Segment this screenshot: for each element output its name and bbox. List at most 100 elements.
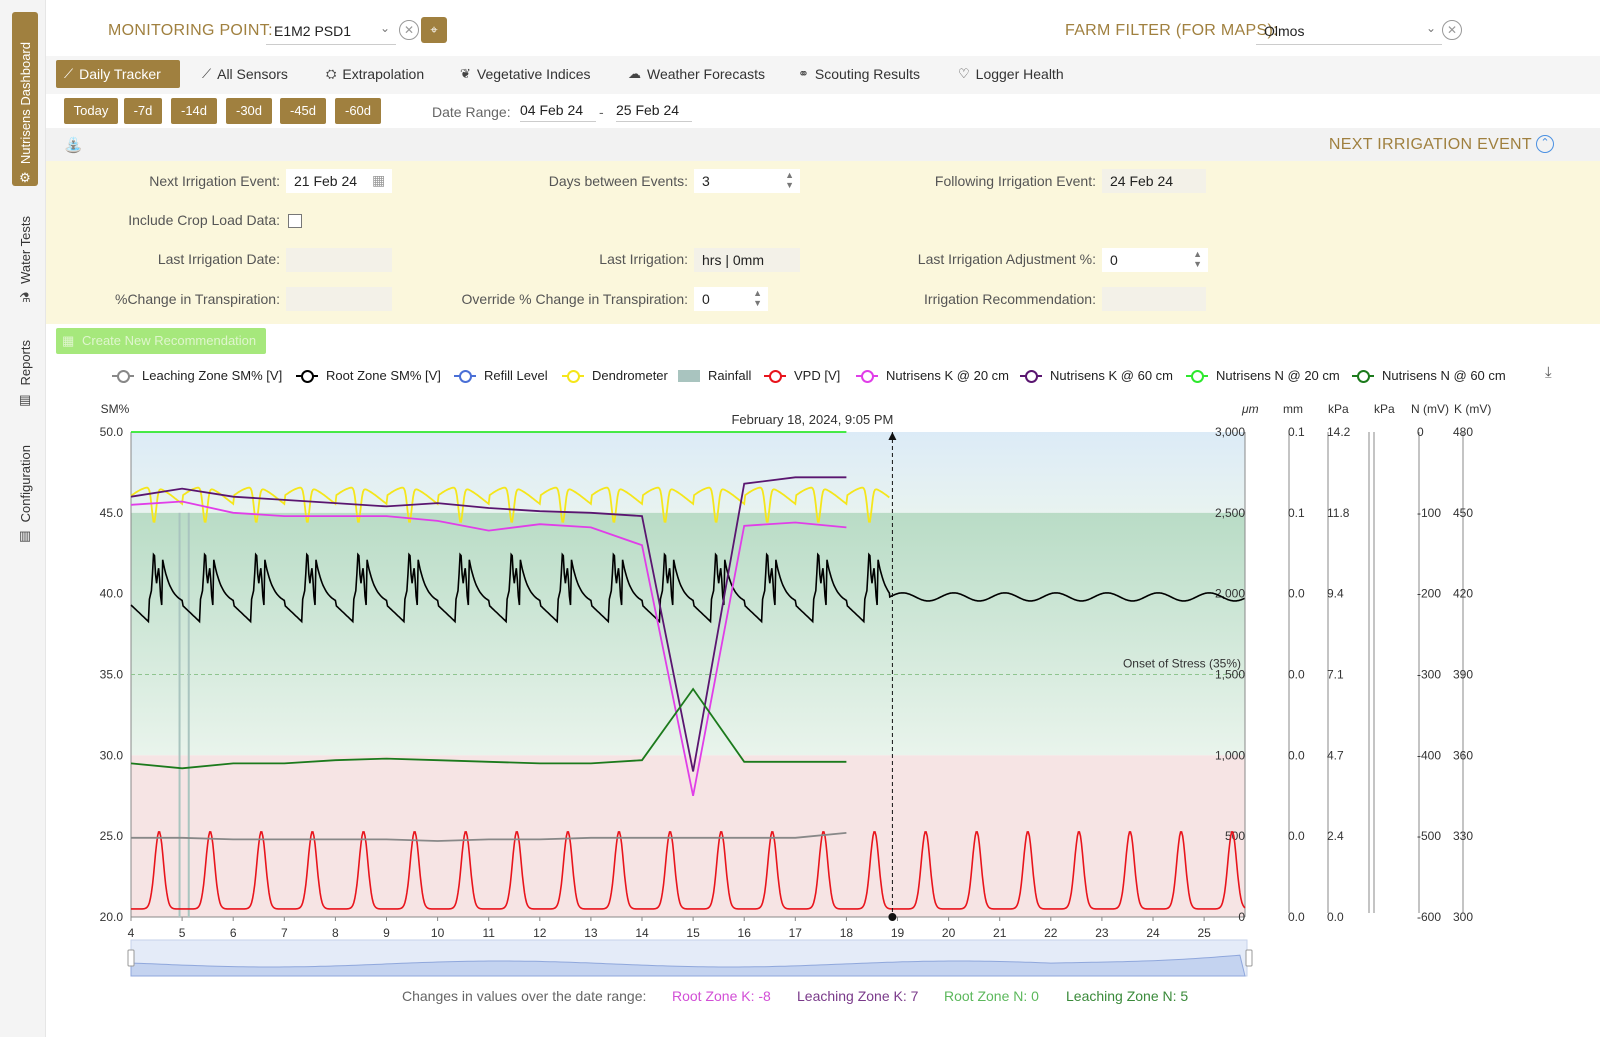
date-range-bar: Today -7d -14d -30d -45d -60d Date Range… xyxy=(46,94,1600,128)
legend-item[interactable]: Dendrometer xyxy=(562,368,668,383)
right-tick-label: 4.7 xyxy=(1327,748,1344,762)
next-irrigation-input[interactable]: 21 Feb 24 xyxy=(286,169,392,193)
chevron-down-icon: ⌄ xyxy=(379,21,390,35)
series-line-nutrisens-k-20-cm xyxy=(130,500,847,796)
right-tick-label: 0.0 xyxy=(1288,748,1305,762)
crop-load-label: Include Crop Load Data: xyxy=(128,212,280,228)
map-pin-icon[interactable]: ⌖ xyxy=(421,17,447,43)
range-7d-button[interactable]: -7d xyxy=(124,98,162,124)
cloud-icon: ☁ xyxy=(628,66,641,81)
date-to-input[interactable]: 25 Feb 24 xyxy=(616,102,692,122)
chart-line-icon: ⟋ xyxy=(64,66,74,81)
legend-item[interactable]: Refill Level xyxy=(454,368,548,383)
right-tick-label: 0 xyxy=(1417,425,1424,439)
range-today-button[interactable]: Today xyxy=(64,98,118,124)
range-45d-button[interactable]: -45d xyxy=(280,98,326,124)
right-axis-unit: kPa xyxy=(1328,402,1349,416)
tab-label: Extrapolation xyxy=(342,66,425,82)
tab-all-sensors[interactable]: ⟋ All Sensors xyxy=(194,60,296,88)
legend-item[interactable]: Nutrisens K @ 60 cm xyxy=(1020,368,1173,383)
report-icon: ▤ xyxy=(18,392,32,407)
x-tick-label: 12 xyxy=(533,926,547,940)
right-tick-label: 300 xyxy=(1453,910,1473,924)
range-14d-button[interactable]: -14d xyxy=(171,98,217,124)
crop-load-checkbox[interactable] xyxy=(288,214,302,228)
legend-label: VPD [V] xyxy=(794,368,841,383)
date-range-separator: - xyxy=(599,104,604,120)
tab-vegetative-indices[interactable]: ❦ Vegetative Indices xyxy=(452,60,599,88)
tab-extrapolation[interactable]: ⛭ Extrapolation xyxy=(318,60,432,88)
nav-label: Configuration xyxy=(17,444,33,522)
tab-weather-forecasts[interactable]: ☁ Weather Forecasts xyxy=(620,60,773,88)
x-tick-label: 8 xyxy=(332,926,339,940)
right-tick-label: 0.1 xyxy=(1288,425,1305,439)
clear-farm-filter-icon[interactable]: ✕ xyxy=(1442,20,1462,40)
stepper-icon[interactable]: ▲ ▼ xyxy=(785,170,794,190)
legend-marker-icon xyxy=(856,369,878,383)
chevron-up-icon[interactable]: ⌃ xyxy=(1536,135,1554,153)
leaching-zone-k-change: Leaching Zone K: 7 xyxy=(797,988,919,1004)
range-60d-button[interactable]: -60d xyxy=(335,98,381,124)
legend-item[interactable]: Root Zone SM% [V] xyxy=(296,368,441,383)
legend-marker-icon xyxy=(678,369,700,382)
legend-item[interactable]: Leaching Zone SM% [V] xyxy=(112,368,282,383)
irrigation-panel: Next Irrigation Event: 21 Feb 24 ▦ Days … xyxy=(46,161,1600,324)
monitoring-point-select[interactable]: E1M2 PSD1 ⌄ xyxy=(266,17,396,45)
sensor-chart[interactable]: Onset of Stress (35%)SM%50.045.040.035.0… xyxy=(46,395,1600,985)
following-irrigation-value: 24 Feb 24 xyxy=(1102,169,1206,193)
days-between-input[interactable]: 3 ▲ ▼ xyxy=(694,169,800,193)
date-from-input[interactable]: 04 Feb 24 xyxy=(520,102,596,122)
nav-reports[interactable]: Reports ▤ xyxy=(12,332,38,408)
irrigation-header: ⛲ NEXT IRRIGATION EVENT ⌃ xyxy=(46,128,1600,161)
legend-marker-icon xyxy=(764,369,786,383)
right-tick-label: 480 xyxy=(1453,425,1473,439)
last-irrigation-label: Last Irrigation: xyxy=(599,251,688,267)
y-tick-label: 45.0 xyxy=(100,506,124,520)
download-icon[interactable]: ⤓ xyxy=(1545,364,1552,381)
sensor-icon: ⚙ xyxy=(19,170,31,185)
nav-water-tests[interactable]: Water Tests ⚗ xyxy=(12,206,38,306)
legend-item[interactable]: VPD [V] xyxy=(764,368,840,383)
clear-monitoring-point-icon[interactable]: ✕ xyxy=(399,20,419,40)
root-zone-n-change: Root Zone N: 0 xyxy=(944,988,1039,1004)
range-30d-button[interactable]: -30d xyxy=(226,98,272,124)
right-tick-label: 11.8 xyxy=(1327,506,1350,520)
legend-item[interactable]: Nutrisens N @ 20 cm xyxy=(1186,368,1340,383)
legend-marker-icon xyxy=(1352,369,1374,383)
x-tick-label: 19 xyxy=(891,926,905,940)
calendar-icon[interactable]: ▦ xyxy=(372,172,386,188)
legend-item[interactable]: Nutrisens K @ 20 cm xyxy=(856,368,1009,383)
navigator-handle-right[interactable] xyxy=(1245,949,1253,967)
tab-scouting-results[interactable]: ⚭ Scouting Results xyxy=(790,60,928,88)
root-zone-k-change: Root Zone K: -8 xyxy=(672,988,771,1004)
right-tick-label: 390 xyxy=(1453,668,1473,682)
right-tick-label: 2,000 xyxy=(1215,587,1245,601)
legend-label: Refill Level xyxy=(484,368,548,383)
last-irrigation-date-value xyxy=(286,248,392,272)
navigator-handle-left[interactable] xyxy=(127,949,135,967)
right-tick-label: 0.0 xyxy=(1288,829,1305,843)
right-tick-label: 0.0 xyxy=(1288,587,1305,601)
stress-label: Onset of Stress (35%) xyxy=(1123,657,1241,671)
override-transpiration-input[interactable]: 0 ▲ ▼ xyxy=(694,287,768,311)
last-adjustment-input[interactable]: 0 ▲ ▼ xyxy=(1102,248,1208,272)
stepper-icon[interactable]: ▲ ▼ xyxy=(1193,249,1202,269)
legend-label: Rainfall xyxy=(708,368,752,383)
right-tick-label: 2,500 xyxy=(1215,506,1245,520)
tab-daily-tracker[interactable]: ⟋ Daily Tracker xyxy=(56,60,180,88)
tab-label: Vegetative Indices xyxy=(476,66,591,82)
legend-marker-icon xyxy=(1020,369,1042,383)
farm-filter-select[interactable]: Olmos ⌄ xyxy=(1256,17,1442,45)
tab-logger-health[interactable]: ♡ Logger Health xyxy=(950,60,1072,88)
right-tick-label: -100 xyxy=(1417,506,1441,520)
x-tick-label: 7 xyxy=(281,926,288,940)
days-between-label: Days between Events: xyxy=(548,173,688,189)
nav-nutrisens-dashboard[interactable]: Nutrisens Dashboard ⚙ xyxy=(12,12,38,186)
nav-configuration[interactable]: Configuration ▥ xyxy=(12,436,38,544)
legend-item[interactable]: Nutrisens N @ 60 cm xyxy=(1352,368,1506,383)
legend-marker-icon xyxy=(296,369,318,383)
legend-item[interactable]: Rainfall xyxy=(678,368,751,383)
create-recommendation-button[interactable]: ▦ Create New Recommendation xyxy=(56,328,266,354)
stepper-icon[interactable]: ▲ ▼ xyxy=(753,288,762,308)
date-range-label: Date Range: xyxy=(432,104,511,120)
